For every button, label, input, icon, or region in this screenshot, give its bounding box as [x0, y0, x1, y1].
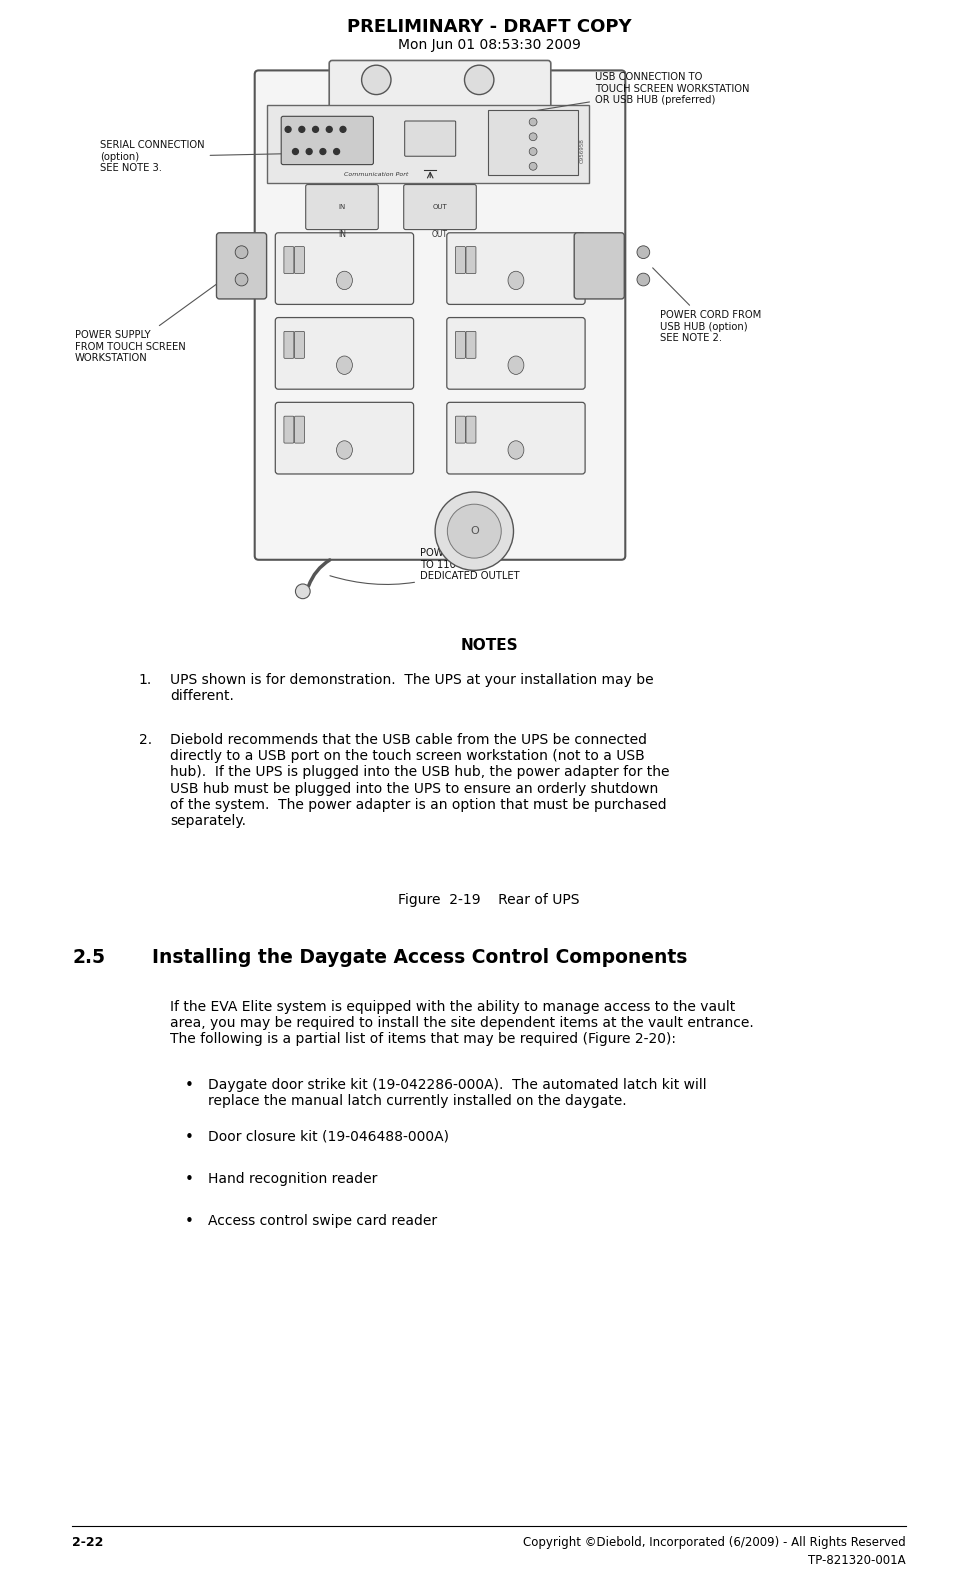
Text: IN: IN [338, 229, 346, 238]
Text: 2.5: 2.5 [72, 948, 105, 967]
FancyBboxPatch shape [488, 110, 577, 175]
Circle shape [333, 148, 339, 155]
FancyBboxPatch shape [294, 246, 304, 273]
Text: •: • [185, 1130, 193, 1146]
Circle shape [326, 126, 332, 133]
Ellipse shape [336, 440, 352, 459]
Text: O: O [469, 525, 478, 537]
Text: Installing the Daygate Access Control Components: Installing the Daygate Access Control Co… [151, 948, 687, 967]
FancyBboxPatch shape [573, 234, 623, 298]
Text: POWER SUPPLY
FROM TOUCH SCREEN
WORKSTATION: POWER SUPPLY FROM TOUCH SCREEN WORKSTATI… [75, 273, 232, 363]
Circle shape [636, 273, 649, 286]
Text: 1.: 1. [139, 672, 151, 686]
FancyBboxPatch shape [446, 402, 584, 473]
Text: 2-22: 2-22 [72, 1535, 104, 1550]
FancyBboxPatch shape [306, 185, 378, 229]
Ellipse shape [507, 271, 524, 290]
FancyBboxPatch shape [446, 317, 584, 390]
Circle shape [340, 126, 346, 133]
FancyBboxPatch shape [275, 234, 413, 305]
Circle shape [529, 148, 536, 156]
Text: IN: IN [338, 204, 345, 210]
Text: PRELIMINARY - DRAFT COPY: PRELIMINARY - DRAFT COPY [346, 17, 631, 36]
Text: OUT: OUT [432, 204, 446, 210]
Text: TP-821320-001A: TP-821320-001A [808, 1554, 905, 1567]
Circle shape [292, 148, 298, 155]
Text: Access control swipe card reader: Access control swipe card reader [208, 1213, 437, 1228]
Text: Communication Port: Communication Port [344, 172, 408, 177]
FancyBboxPatch shape [254, 71, 624, 560]
FancyBboxPatch shape [294, 417, 304, 443]
FancyBboxPatch shape [455, 331, 465, 358]
FancyBboxPatch shape [446, 234, 584, 305]
Circle shape [446, 505, 501, 559]
FancyBboxPatch shape [455, 417, 465, 443]
FancyBboxPatch shape [455, 246, 465, 273]
Circle shape [234, 273, 247, 286]
FancyBboxPatch shape [216, 234, 267, 298]
FancyBboxPatch shape [294, 331, 304, 358]
Text: 2.: 2. [139, 734, 151, 746]
FancyBboxPatch shape [283, 331, 293, 358]
Text: •: • [185, 1172, 193, 1187]
FancyBboxPatch shape [275, 317, 413, 390]
Circle shape [529, 133, 536, 140]
FancyBboxPatch shape [404, 122, 455, 156]
Text: •: • [185, 1078, 193, 1094]
Text: If the EVA Elite system is equipped with the ability to manage access to the vau: If the EVA Elite system is equipped with… [170, 1000, 753, 1046]
Circle shape [636, 246, 649, 259]
Text: SERIAL CONNECTION
(option)
SEE NOTE 3.: SERIAL CONNECTION (option) SEE NOTE 3. [100, 140, 282, 174]
Text: POWER CABLE
TO 110 VAC
DEDICATED OUTLET: POWER CABLE TO 110 VAC DEDICATED OUTLET [329, 548, 519, 584]
Text: Figure  2-19    Rear of UPS: Figure 2-19 Rear of UPS [398, 893, 579, 907]
Ellipse shape [507, 440, 524, 459]
Text: NOTES: NOTES [460, 638, 517, 653]
FancyBboxPatch shape [266, 106, 588, 183]
Text: USB CONNECTION TO
TOUCH SCREEN WORKSTATION
OR USB HUB (preferred): USB CONNECTION TO TOUCH SCREEN WORKSTATI… [491, 73, 748, 118]
FancyBboxPatch shape [404, 185, 476, 229]
FancyBboxPatch shape [465, 417, 476, 443]
Circle shape [313, 126, 319, 133]
Text: Hand recognition reader: Hand recognition reader [208, 1172, 377, 1187]
Text: Door closure kit (19-046488-000A): Door closure kit (19-046488-000A) [208, 1130, 448, 1144]
Text: Mon Jun 01 08:53:30 2009: Mon Jun 01 08:53:30 2009 [398, 38, 579, 52]
Text: Copyright ©Diebold, Incorporated (6/2009) - All Rights Reserved: Copyright ©Diebold, Incorporated (6/2009… [523, 1535, 905, 1550]
Text: OUT: OUT [432, 229, 447, 238]
FancyBboxPatch shape [275, 402, 413, 473]
FancyBboxPatch shape [465, 246, 476, 273]
Text: Diebold recommends that the USB cable from the UPS be connected
directly to a US: Diebold recommends that the USB cable fr… [170, 734, 669, 828]
Ellipse shape [336, 357, 352, 374]
Circle shape [306, 148, 312, 155]
Circle shape [319, 148, 325, 155]
Text: Daygate door strike kit (19-042286-000A).  The automated latch kit will
replace : Daygate door strike kit (19-042286-000A)… [208, 1078, 706, 1108]
Circle shape [529, 163, 536, 170]
Circle shape [295, 584, 310, 598]
Circle shape [285, 126, 291, 133]
Circle shape [435, 492, 513, 570]
Text: POWER CORD FROM
USB HUB (option)
SEE NOTE 2.: POWER CORD FROM USB HUB (option) SEE NOT… [652, 268, 760, 342]
FancyBboxPatch shape [329, 60, 550, 114]
Text: C95695B: C95695B [579, 139, 584, 164]
FancyBboxPatch shape [283, 246, 293, 273]
Circle shape [299, 126, 305, 133]
Circle shape [464, 65, 493, 95]
Circle shape [234, 246, 247, 259]
FancyBboxPatch shape [465, 331, 476, 358]
Ellipse shape [336, 271, 352, 290]
Text: •: • [185, 1213, 193, 1229]
Text: UPS shown is for demonstration.  The UPS at your installation may be
different.: UPS shown is for demonstration. The UPS … [170, 672, 653, 704]
FancyBboxPatch shape [281, 117, 373, 164]
Ellipse shape [507, 357, 524, 374]
Circle shape [529, 118, 536, 126]
Circle shape [361, 65, 391, 95]
FancyBboxPatch shape [283, 417, 293, 443]
